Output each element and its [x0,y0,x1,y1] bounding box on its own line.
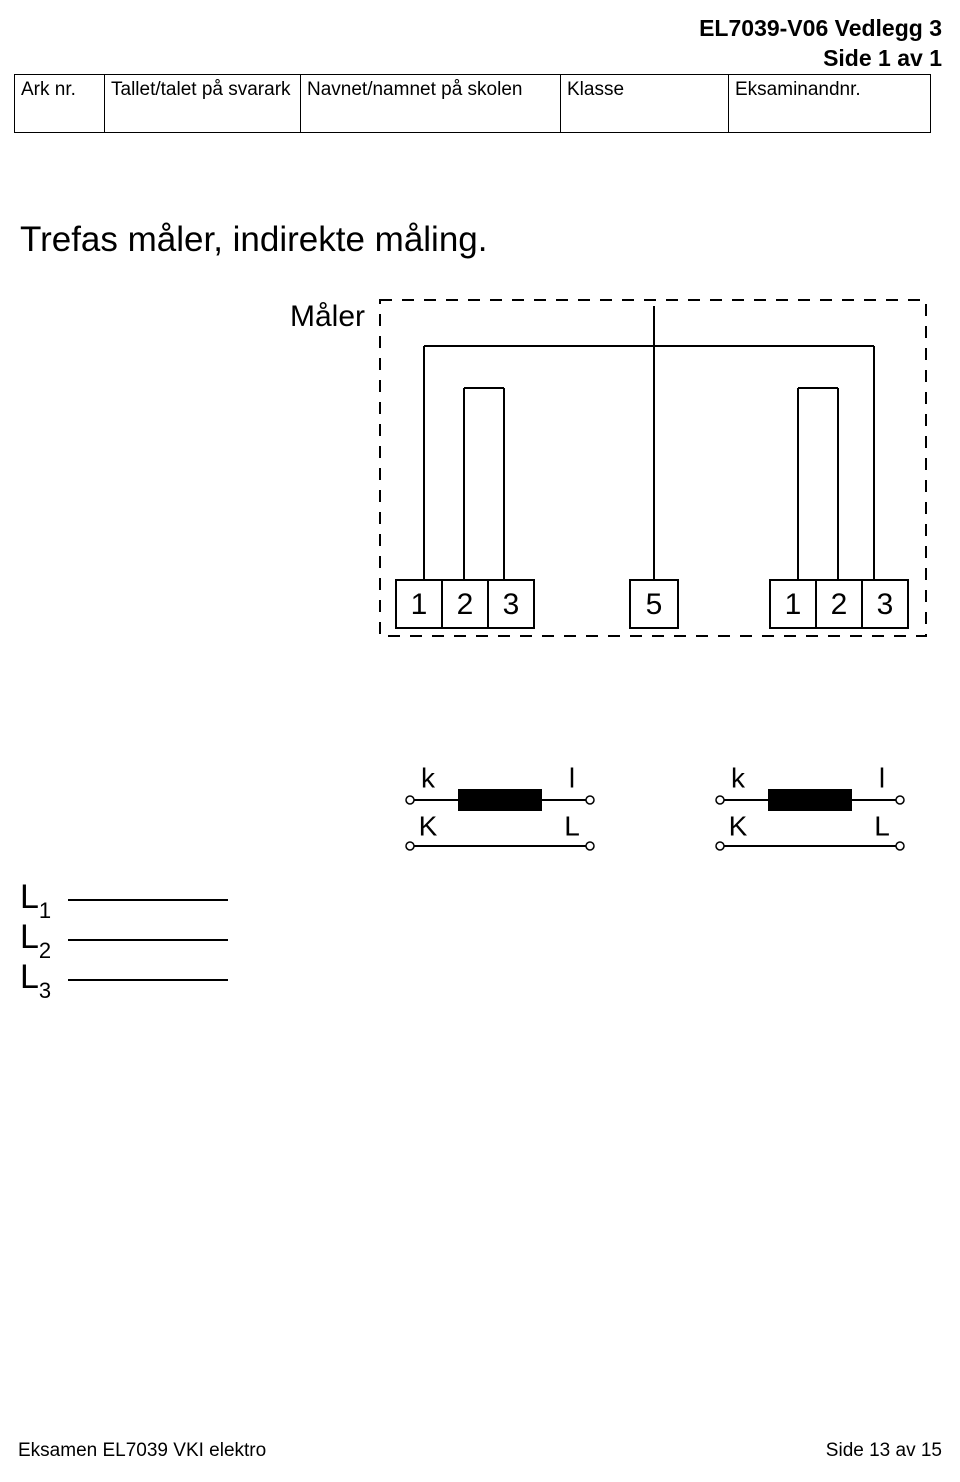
info-table: Ark nr.Tallet/talet på svararkNavnet/nam… [14,74,931,133]
info-cell-1: Tallet/talet på svarark [105,75,301,133]
svg-text:L1: L1 [20,878,51,923]
svg-text:3: 3 [503,588,520,621]
svg-text:l: l [879,762,885,793]
info-cell-4: Eksaminandnr. [729,75,931,133]
svg-text:k: k [731,762,746,793]
svg-text:L3: L3 [20,958,51,1003]
svg-text:L: L [564,810,580,841]
svg-text:2: 2 [457,588,474,621]
diagram-title: Trefas måler, indirekte måling. [20,220,488,260]
info-cell-2: Navnet/namnet på skolen [301,75,561,133]
footer-right: Side 13 av 15 [826,1440,942,1462]
svg-text:L2: L2 [20,918,51,963]
svg-text:l: l [569,762,575,793]
svg-text:2: 2 [831,588,848,621]
svg-text:K: K [419,810,438,841]
doc-code: EL7039-V06 Vedlegg 3 [699,14,942,44]
doc-page-info: Side 1 av 1 [699,44,942,74]
svg-text:3: 3 [877,588,894,621]
svg-text:k: k [421,762,436,793]
svg-text:1: 1 [411,588,428,621]
info-cell-0: Ark nr. [15,75,105,133]
svg-text:5: 5 [646,588,663,621]
wiring-diagram: 1235123klKLklKLL1L2L3 [0,280,960,1080]
footer-left: Eksamen EL7039 VKI elektro [18,1440,266,1462]
info-cell-3: Klasse [561,75,729,133]
svg-text:1: 1 [785,588,802,621]
svg-text:L: L [874,810,890,841]
header-right: EL7039-V06 Vedlegg 3 Side 1 av 1 [699,14,942,74]
svg-text:K: K [729,810,748,841]
